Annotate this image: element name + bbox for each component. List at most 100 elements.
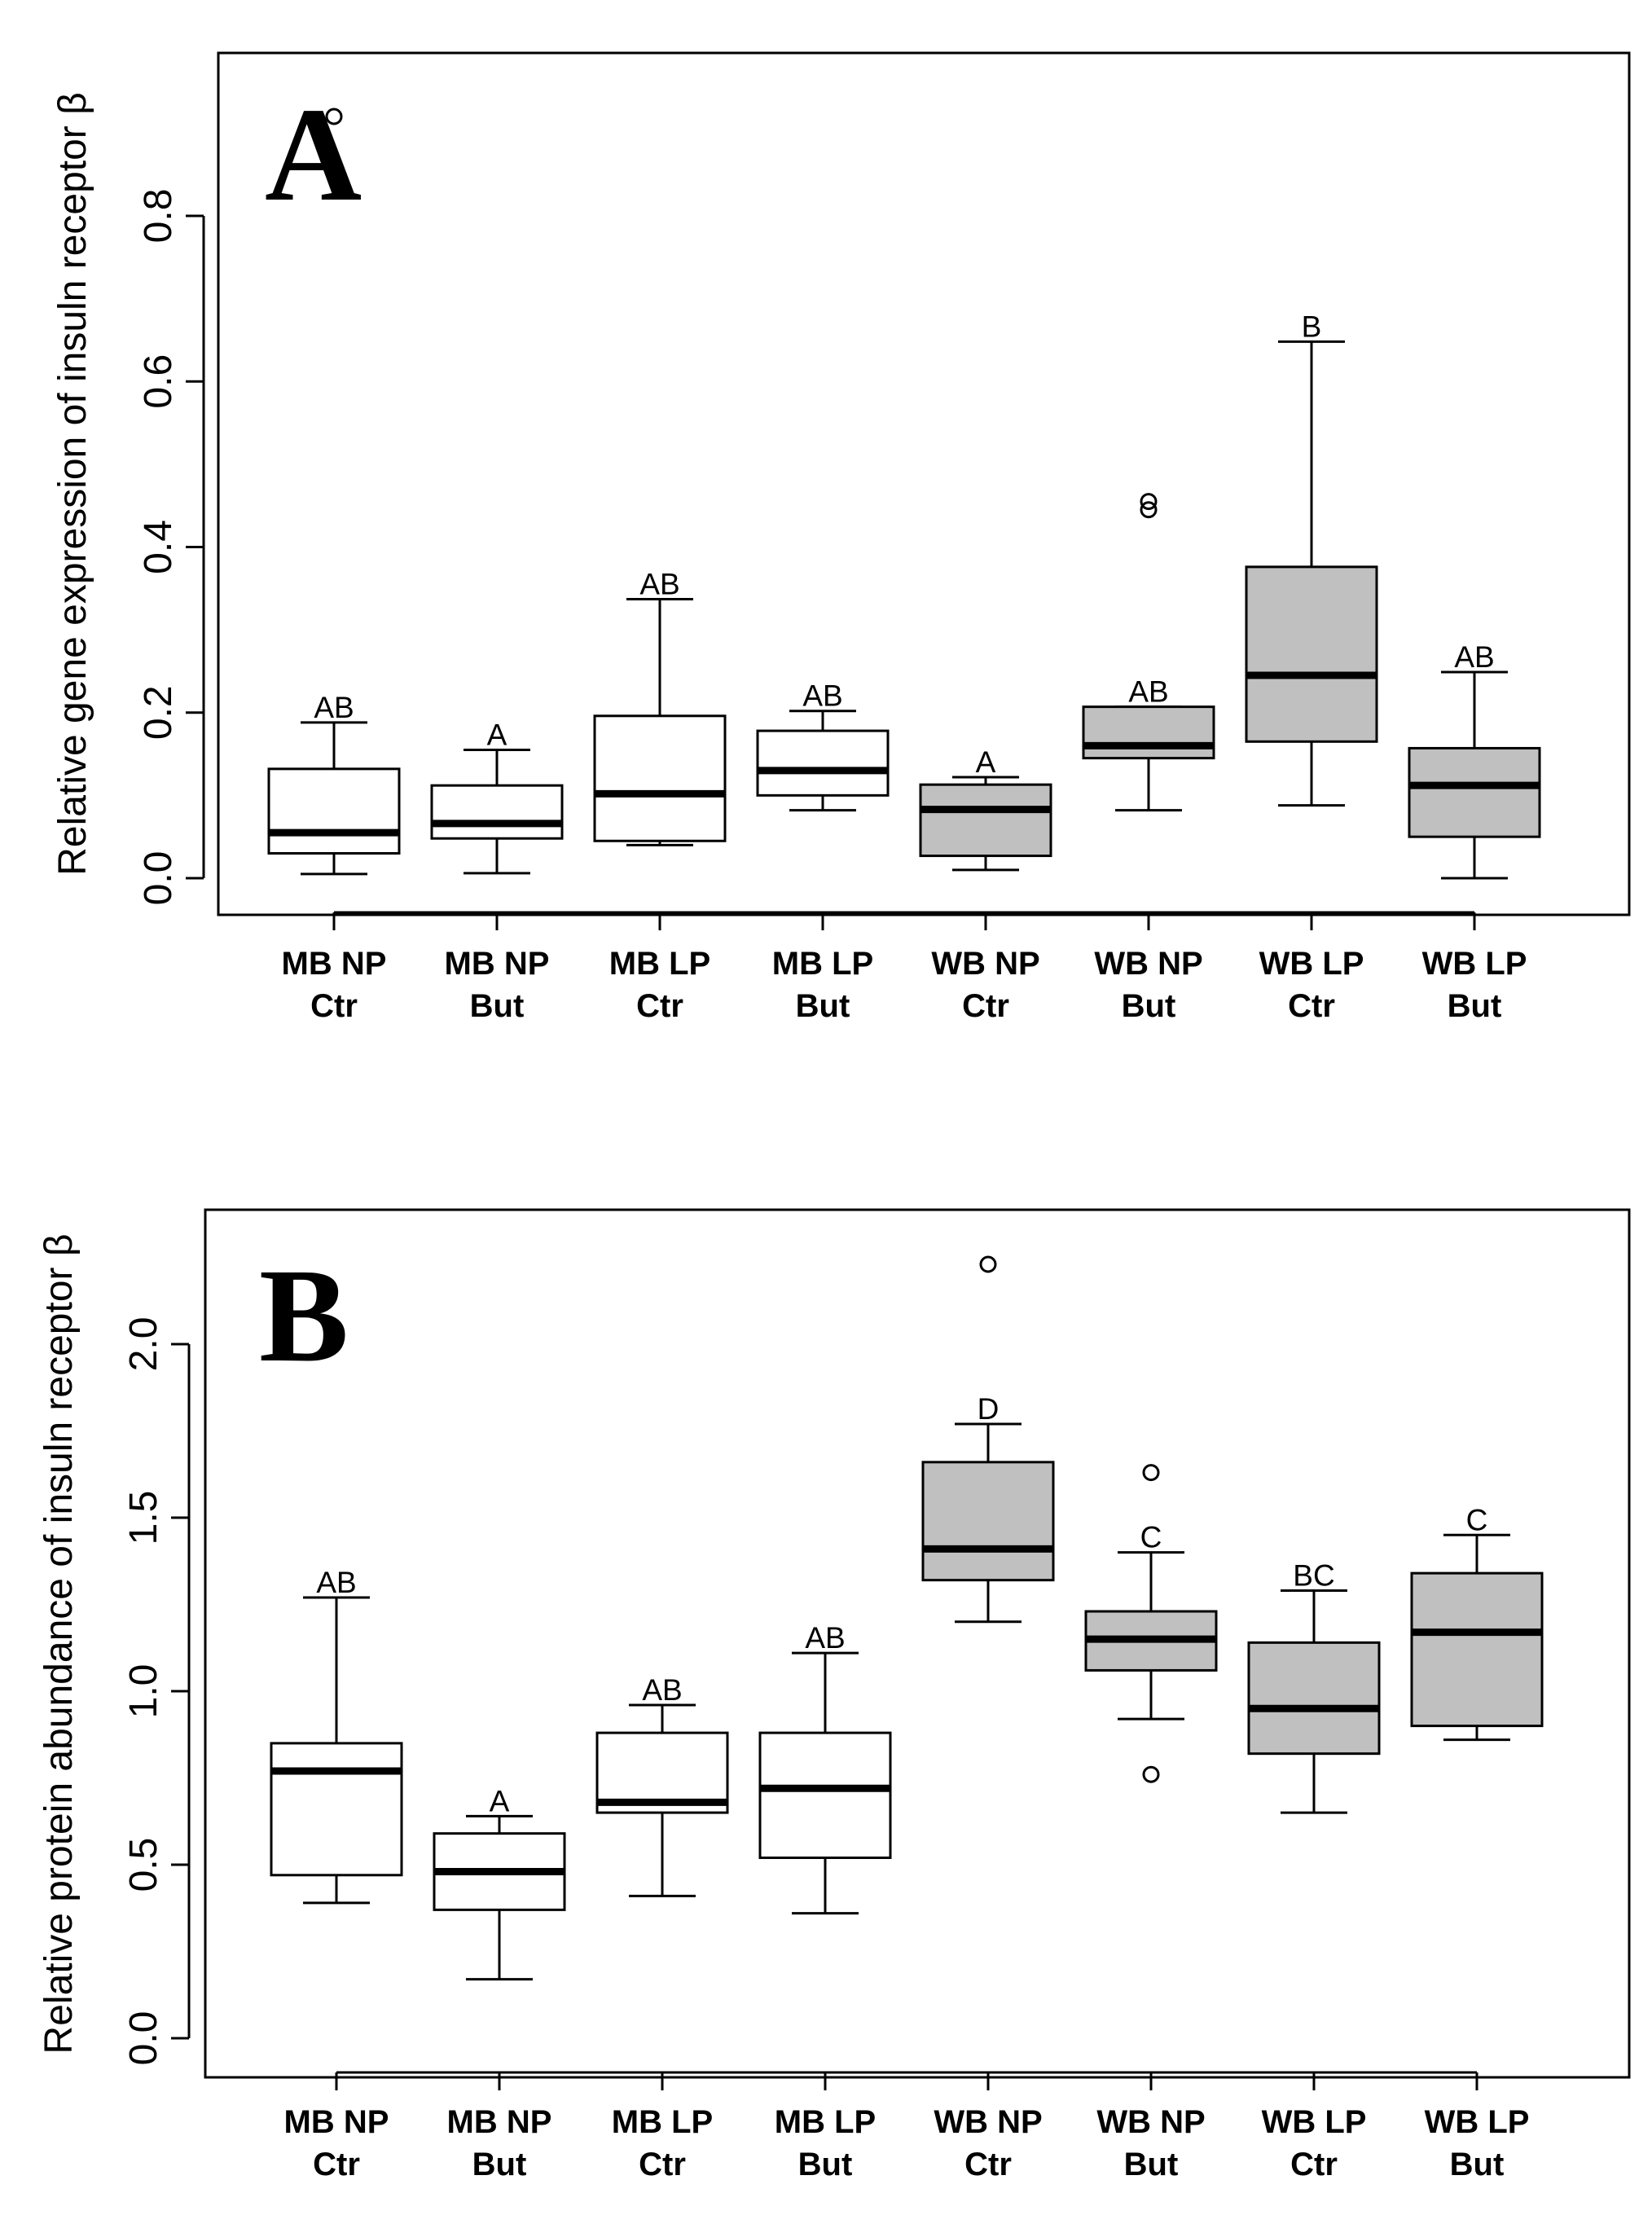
category-label-line1: WB LP bbox=[1259, 946, 1364, 982]
category-label-line1: MB NP bbox=[445, 946, 550, 982]
category-label-line1: MB LP bbox=[775, 2104, 876, 2140]
category-label-line1: MB LP bbox=[772, 946, 873, 982]
significance-label: A bbox=[490, 1784, 510, 1817]
significance-label: AB bbox=[1128, 675, 1168, 709]
category-label-line1: MB NP bbox=[284, 2104, 389, 2140]
box-3: AB bbox=[595, 1673, 729, 1897]
box-6: C bbox=[1084, 1464, 1218, 1783]
category-label-line1: WB NP bbox=[934, 2104, 1042, 2140]
panel-label: B bbox=[259, 1241, 349, 1390]
panel-label: A bbox=[265, 80, 362, 229]
category-label-line1: WB LP bbox=[1422, 946, 1527, 982]
y-tick-label: 0.6 bbox=[137, 354, 180, 409]
y-tick-label: 1.0 bbox=[122, 1664, 165, 1719]
significance-label: D bbox=[978, 1392, 1000, 1426]
box-body bbox=[921, 1461, 1055, 1582]
box-body bbox=[919, 783, 1052, 858]
outlier-point bbox=[1142, 1464, 1160, 1482]
y-tick-label: 0.0 bbox=[137, 851, 180, 906]
plot-frame bbox=[217, 51, 1631, 916]
outlier-point bbox=[1140, 501, 1158, 519]
outlier-point bbox=[325, 108, 343, 125]
category-label-line1: WB NP bbox=[931, 946, 1039, 982]
box-body bbox=[1082, 705, 1215, 760]
category-label-line2: But bbox=[1450, 2147, 1505, 2182]
y-tick-label: 0.0 bbox=[122, 2011, 165, 2066]
category-label-line2: Ctr bbox=[1290, 2147, 1338, 2182]
box-series: AB A AB AB D C BC C bbox=[270, 1255, 1544, 1981]
significance-label: AB bbox=[316, 1566, 356, 1599]
box-2: A bbox=[430, 718, 564, 875]
category-label-line1: MB NP bbox=[282, 946, 387, 982]
box-body bbox=[1408, 746, 1541, 838]
box-2: A bbox=[433, 1784, 566, 1981]
box-5: D bbox=[921, 1255, 1055, 1624]
box-body bbox=[1247, 1641, 1381, 1756]
y-axis: 0.0 0.2 0.4 0.6 0.8 bbox=[137, 189, 1474, 914]
significance-label: AB bbox=[1454, 640, 1494, 674]
box-series: AB A AB AB A AB B AB bbox=[267, 108, 1541, 880]
significance-label: C bbox=[1466, 1503, 1488, 1536]
y-axis-label: Relative protein abundance of insuln rec… bbox=[37, 1234, 81, 2055]
y-tick-label: 0.2 bbox=[137, 685, 180, 740]
panel-a: A Relative gene expression of insuln rec… bbox=[51, 51, 1631, 1024]
x-axis-categories: MB NP Ctr MB NP But MB LP Ctr MB LP But WB NP Ctr… bbox=[284, 2072, 1530, 2182]
y-tick-label: 1.5 bbox=[122, 1491, 165, 1545]
outlier-point bbox=[1140, 493, 1158, 511]
significance-label: B bbox=[1302, 310, 1322, 343]
box-1: AB bbox=[270, 1566, 403, 1905]
category-label-line2: But bbox=[472, 2147, 527, 2182]
plot-frame bbox=[204, 1208, 1631, 2079]
box-body bbox=[1410, 1571, 1544, 1728]
significance-label: AB bbox=[639, 568, 679, 601]
significance-label: AB bbox=[805, 1621, 845, 1655]
significance-label: AB bbox=[314, 691, 354, 724]
category-label-line1: MB LP bbox=[612, 2104, 713, 2140]
category-label-line1: WB NP bbox=[1096, 2104, 1205, 2140]
category-label-line2: Ctr bbox=[1288, 988, 1335, 1024]
category-label-line1: WB LP bbox=[1425, 2104, 1530, 2140]
box-4: AB bbox=[756, 679, 890, 812]
box-body bbox=[267, 767, 401, 855]
category-label-line2: Ctr bbox=[636, 988, 683, 1024]
box-7: B bbox=[1245, 310, 1378, 807]
category-label-line2: But bbox=[796, 988, 850, 1024]
box-5: A bbox=[919, 745, 1052, 872]
y-tick-label: 2.0 bbox=[122, 1317, 165, 1372]
category-label-line2: Ctr bbox=[639, 2147, 686, 2182]
box-3: AB bbox=[593, 568, 727, 846]
significance-label: AB bbox=[642, 1673, 682, 1707]
box-8: AB bbox=[1408, 640, 1541, 880]
box-body bbox=[1245, 565, 1378, 743]
significance-label: A bbox=[487, 718, 507, 751]
box-body bbox=[430, 784, 564, 840]
category-label-line1: WB LP bbox=[1262, 2104, 1367, 2140]
panel-b: B Relative protein abundance of insuln r… bbox=[37, 1208, 1631, 2182]
significance-label: A bbox=[976, 745, 996, 779]
category-label-line2: But bbox=[1448, 988, 1502, 1024]
box-7: BC bbox=[1247, 1558, 1381, 1814]
significance-label: BC bbox=[1293, 1558, 1334, 1592]
category-label-line2: But bbox=[1122, 988, 1176, 1024]
category-label-line1: WB NP bbox=[1094, 946, 1202, 982]
category-label-line2: But bbox=[798, 2147, 853, 2182]
category-label-line1: MB NP bbox=[447, 2104, 552, 2140]
box-4: AB bbox=[758, 1621, 892, 1915]
outlier-point bbox=[1142, 1765, 1160, 1783]
significance-label: AB bbox=[802, 679, 842, 713]
category-label-line2: Ctr bbox=[310, 988, 358, 1024]
y-axis: 0.0 0.5 1.0 1.5 2.0 bbox=[122, 1317, 1477, 2074]
box-body bbox=[270, 1742, 403, 1877]
box-body bbox=[593, 714, 727, 842]
y-tick-label: 0.4 bbox=[137, 520, 180, 574]
box-8: C bbox=[1410, 1503, 1544, 1742]
significance-label: C bbox=[1140, 1521, 1162, 1554]
box-6: AB bbox=[1082, 493, 1215, 812]
category-label-line1: MB LP bbox=[609, 946, 710, 982]
y-axis-label: Relative gene expression of insuln recep… bbox=[51, 92, 94, 875]
category-label-line2: Ctr bbox=[964, 2147, 1012, 2182]
y-tick-label: 0.5 bbox=[122, 1838, 165, 1892]
outlier-point bbox=[979, 1255, 997, 1273]
category-label-line2: But bbox=[470, 988, 525, 1024]
